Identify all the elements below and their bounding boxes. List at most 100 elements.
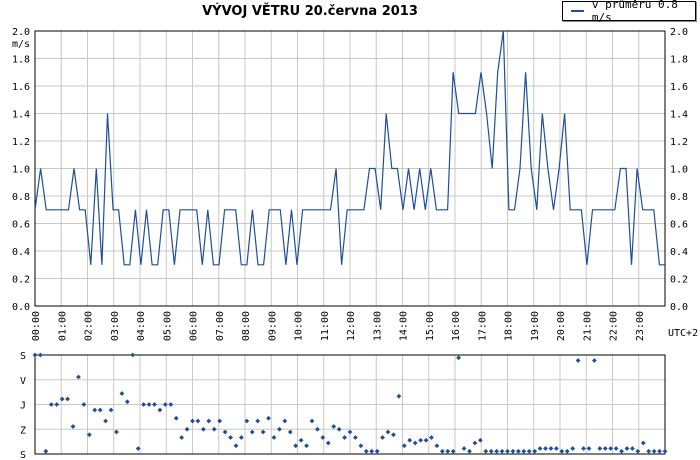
x-tick-label: 03:00: [110, 311, 121, 341]
wind-direction-point: [108, 407, 114, 413]
y-tick-label-left: 0.8: [12, 192, 30, 203]
wind-direction-point: [217, 418, 223, 424]
wind-direction-point: [271, 435, 277, 440]
wind-direction-point: [222, 429, 228, 435]
wind-direction-point: [304, 443, 309, 449]
wind-direction-point: [157, 407, 163, 413]
wind-direction-point: [114, 429, 119, 435]
wind-direction-point: [510, 448, 516, 454]
y-tick-label-left: 1.2: [12, 137, 30, 148]
wind-direction-point: [477, 437, 483, 443]
wind-direction-point: [418, 437, 424, 443]
wind-direction-point: [602, 446, 608, 451]
wind-direction-point: [358, 443, 364, 449]
x-tick-label: 21:00: [582, 311, 593, 341]
y-tick-label-left: 1.0: [12, 165, 30, 176]
wind-direction-point: [244, 418, 250, 424]
wind-direction-point: [374, 448, 380, 454]
wind-direction-point: [651, 448, 657, 454]
wind-direction-point: [54, 402, 60, 407]
direction-label: S: [20, 351, 26, 362]
y-tick-label-left: 0.4: [12, 247, 30, 258]
wind-direction-point: [233, 443, 239, 449]
wind-direction-point: [640, 440, 646, 446]
wind-direction-point: [173, 415, 179, 421]
wind-direction-point: [412, 440, 418, 446]
x-tick-label: 04:00: [136, 311, 147, 341]
wind-direction-point: [130, 352, 136, 358]
wind-direction-point: [309, 418, 315, 424]
wind-direction-point: [591, 358, 597, 363]
wind-direction-point: [630, 446, 635, 451]
wind-direction-point: [266, 415, 271, 421]
wind-direction-point: [537, 446, 543, 451]
wind-direction-point: [391, 432, 396, 438]
wind-direction-point: [608, 446, 614, 451]
wind-direction-point: [613, 446, 619, 451]
chart-legend: v průměru 0.8 m/s: [562, 0, 696, 24]
wind-direction-point: [548, 446, 554, 451]
y-tick-label-right: 1.0: [670, 165, 688, 176]
wind-direction-point: [195, 418, 201, 424]
wind-direction-point: [483, 448, 489, 454]
wind-direction-point: [657, 448, 662, 454]
wind-direction-point: [293, 443, 299, 449]
wind-direction-point: [553, 446, 559, 451]
wind-direction-point: [505, 448, 510, 454]
wind-direction-point: [646, 448, 652, 454]
wind-direction-point: [526, 448, 532, 454]
wind-direction-point: [407, 437, 413, 443]
wind-direction-point: [103, 418, 109, 424]
y-tick-label-left: 1.8: [12, 55, 30, 66]
wind-direction-point: [461, 446, 467, 451]
x-tick-label: 02:00: [84, 311, 95, 341]
x-tick-label: 20:00: [556, 311, 567, 341]
x-tick-label: 15:00: [425, 311, 436, 341]
wind-direction-point: [499, 448, 505, 454]
wind-speed-line: [34, 30, 665, 266]
wind-direction-point: [282, 418, 288, 424]
y-tick-label-left: 1.4: [12, 110, 30, 121]
wind-direction-point: [168, 402, 174, 407]
wind-direction-point: [206, 418, 212, 424]
wind-direction-point: [515, 448, 521, 454]
wind-direction-point: [315, 426, 320, 432]
wind-direction-point: [543, 446, 548, 451]
y-tick-label-right: 1.6: [670, 82, 688, 93]
x-tick-label: 17:00: [477, 311, 488, 341]
wind-direction-point: [488, 448, 494, 454]
direction-label: V: [20, 376, 26, 387]
y-tick-label-right: 0.6: [670, 220, 688, 231]
wind-direction-point: [342, 435, 347, 440]
wind-direction-point: [152, 402, 157, 407]
wind-direction-point: [179, 435, 185, 440]
x-tick-label: 05:00: [162, 311, 173, 341]
wind-direction-point: [146, 402, 152, 407]
wind-direction-point: [298, 437, 304, 443]
wind-direction-point: [38, 352, 43, 358]
direction-label: J: [20, 401, 26, 412]
x-tick-label: 22:00: [609, 311, 620, 341]
wind-direction-point: [581, 446, 586, 451]
y-tick-label-left: 2.0: [12, 27, 30, 38]
wind-direction-point: [624, 446, 630, 451]
wind-direction-point: [575, 358, 581, 363]
wind-direction-point: [276, 426, 282, 432]
wind-direction-point: [521, 448, 527, 454]
wind-direction-point: [559, 448, 565, 454]
chart-title: VÝVOJ VĚTRU 20.června 2013: [202, 4, 418, 19]
y-tick-label-left: 0.6: [12, 220, 30, 231]
legend-swatch-icon: [571, 10, 584, 12]
wind-direction-point: [423, 437, 429, 443]
wind-direction-point: [255, 418, 261, 424]
y-tick-label-right: 0.4: [670, 247, 688, 258]
wind-direction-point: [92, 407, 98, 413]
x-tick-label: 06:00: [189, 311, 200, 341]
wind-direction-point: [336, 426, 342, 432]
x-tick-label: 23:00: [635, 311, 646, 341]
x-tick-label: 14:00: [399, 311, 410, 341]
x-tick-label: 08:00: [241, 311, 252, 341]
wind-direction-point: [287, 429, 293, 435]
y-tick-label-right: 2.0: [670, 27, 688, 38]
